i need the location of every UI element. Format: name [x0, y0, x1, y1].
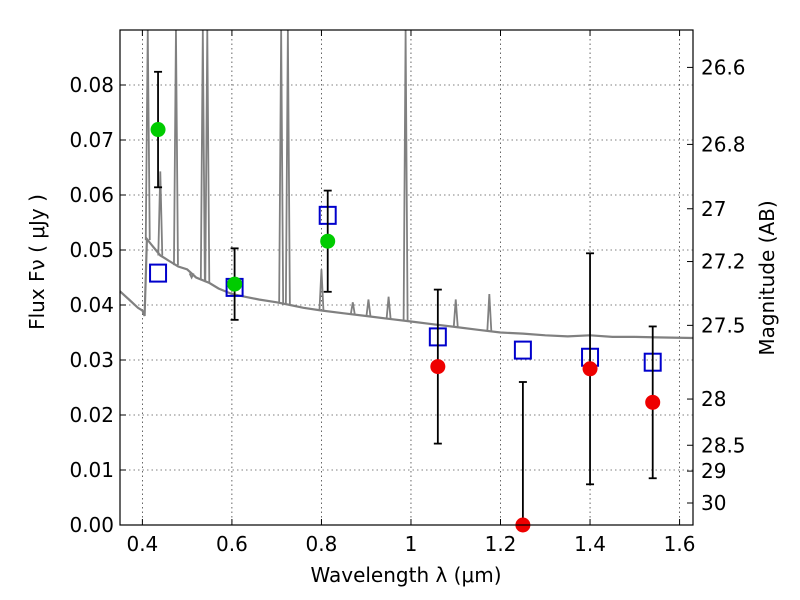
photometry-point	[430, 359, 446, 375]
photometry-point	[645, 394, 661, 410]
y-axis-label: Flux Fν ( μJy )	[25, 194, 49, 330]
right-tick-label: 29	[701, 459, 726, 483]
x-tick-label: 1.4	[574, 532, 606, 556]
emission-line	[486, 293, 493, 332]
model-flux-square	[513, 340, 532, 360]
right-tick-label: 27	[701, 197, 726, 221]
y-tick-label: 0.07	[69, 128, 114, 152]
emission-line	[349, 302, 356, 315]
y-tick-label: 0.08	[69, 73, 114, 97]
photometry-markers	[149, 70, 662, 533]
template-spectrum	[119, 29, 694, 340]
emission-line	[157, 171, 164, 256]
emission-line	[173, 29, 179, 266]
y-tick-label: 0.00	[69, 513, 114, 537]
emission-line	[385, 296, 392, 319]
y-tick-label: 0.04	[69, 293, 114, 317]
y-tick-label: 0.03	[69, 348, 114, 372]
x-tick-label: 0.4	[126, 532, 158, 556]
plot-frame	[119, 29, 694, 526]
y-tick-label: 0.05	[69, 238, 114, 262]
emission-line	[199, 29, 206, 281]
y-tick-label: 0.01	[69, 458, 114, 482]
emission-line	[452, 299, 459, 328]
emission-line	[188, 272, 195, 280]
right-axis-label: Magnitude (AB)	[755, 200, 779, 355]
right-tick-label: 26.8	[701, 132, 746, 156]
emission-line	[318, 269, 325, 311]
emission-line	[278, 29, 285, 304]
model-flux-square	[149, 263, 168, 283]
right-tick-label: 30	[701, 491, 726, 515]
axis-ticks: 0.4 0.6 0.8 1 1.2 1.4 1.6 0.00 0.01 0.02 0.03 0.04 0…	[69, 30, 746, 556]
spectrum-line	[119, 235, 694, 340]
emission-line	[402, 29, 409, 321]
x-axis-label: Wavelength λ (μm)	[310, 563, 501, 587]
x-tick-label: 1.6	[664, 532, 696, 556]
x-tick-label: 1.2	[485, 532, 517, 556]
x-tick-label: 1	[405, 532, 418, 556]
photometry-point	[227, 276, 243, 292]
emission-line	[204, 29, 211, 283]
right-tick-label: 27.5	[701, 313, 746, 337]
right-tick-label: 27.2	[701, 250, 746, 274]
right-tick-label: 26.6	[701, 55, 746, 79]
photometry-point	[150, 122, 166, 138]
emission-line	[144, 29, 151, 241]
photometry-point	[320, 233, 336, 249]
x-tick-label: 0.8	[306, 532, 338, 556]
y-tick-label: 0.06	[69, 183, 114, 207]
y-tick-label: 0.02	[69, 403, 114, 427]
right-tick-label: 28	[701, 387, 726, 411]
right-tick-label: 28.5	[701, 433, 746, 457]
emission-line	[365, 299, 372, 317]
x-tick-label: 0.6	[216, 532, 248, 556]
emission-line	[284, 29, 291, 305]
photometry-point	[582, 361, 598, 377]
